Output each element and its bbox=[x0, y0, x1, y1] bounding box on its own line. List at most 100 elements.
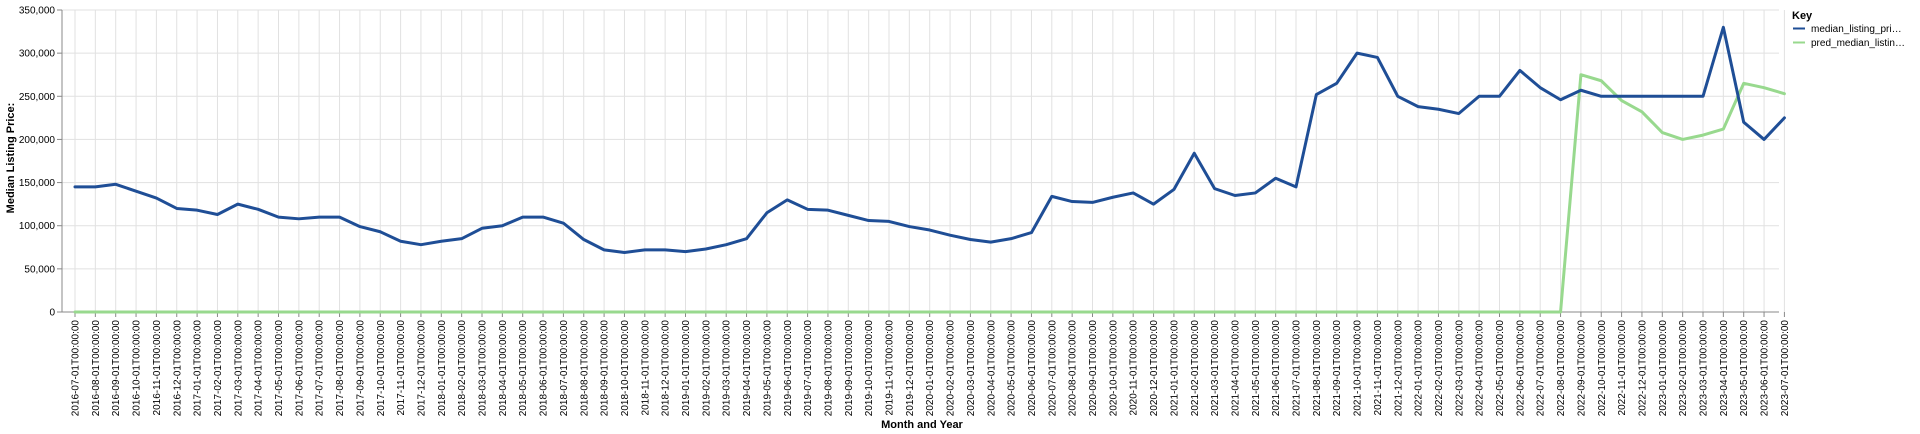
x-axis: 2016-07-01T00:00:00 2016-08-01T00:00:00 20… bbox=[62, 311, 1791, 417]
x-tick-label: 2022-10-01T00:00:00 bbox=[1597, 320, 1608, 417]
x-tick-label: 2017-06-01T00:00:00 bbox=[294, 320, 305, 417]
x-tick-label: 2021-09-01T00:00:00 bbox=[1332, 320, 1343, 417]
x-tick-label: 2017-07-01T00:00:00 bbox=[315, 320, 326, 417]
x-tick-label: 2020-12-01T00:00:00 bbox=[1149, 320, 1160, 417]
x-tick-label: 2022-05-01T00:00:00 bbox=[1495, 320, 1506, 417]
x-tick-label: 2020-04-01T00:00:00 bbox=[986, 320, 997, 417]
x-tick-label: 2023-05-01T00:00:00 bbox=[1739, 320, 1750, 417]
x-tick-label: 2019-10-01T00:00:00 bbox=[864, 320, 875, 417]
y-axis-title: Median Listing Price: bbox=[5, 103, 17, 214]
x-tick-label: 2018-09-01T00:00:00 bbox=[600, 320, 611, 417]
series-line-median-listing-price bbox=[73, 25, 1786, 254]
legend-label: pred_median_listin… bbox=[1811, 38, 1905, 49]
x-tick-label: 2019-04-01T00:00:00 bbox=[742, 320, 753, 417]
x-tick-label: 2018-06-01T00:00:00 bbox=[539, 320, 550, 417]
x-tick-label: 2022-04-01T00:00:00 bbox=[1475, 320, 1486, 417]
x-tick-label: 2016-08-01T00:00:00 bbox=[91, 320, 102, 417]
x-tick-label: 2018-12-01T00:00:00 bbox=[661, 320, 672, 417]
x-tick-label: 2022-09-01T00:00:00 bbox=[1576, 320, 1587, 417]
x-tick-label: 2016-12-01T00:00:00 bbox=[172, 320, 183, 417]
x-tick-label: 2018-08-01T00:00:00 bbox=[579, 320, 590, 417]
x-tick-label: 2020-10-01T00:00:00 bbox=[1108, 320, 1119, 417]
x-tick-label: 2023-03-01T00:00:00 bbox=[1699, 320, 1710, 417]
x-tick-label: 2016-10-01T00:00:00 bbox=[132, 320, 143, 417]
x-tick-label: 2021-12-01T00:00:00 bbox=[1393, 320, 1404, 417]
x-tick-label: 2017-04-01T00:00:00 bbox=[254, 320, 265, 417]
x-tick-label: 2019-01-01T00:00:00 bbox=[681, 320, 692, 417]
x-tick-label: 2023-01-01T00:00:00 bbox=[1658, 320, 1669, 417]
y-tick-label: 300,000 bbox=[19, 49, 56, 60]
x-tick-label: 2020-09-01T00:00:00 bbox=[1088, 320, 1099, 417]
x-tick-label: 2016-09-01T00:00:00 bbox=[111, 320, 122, 417]
x-tick-label: 2020-06-01T00:00:00 bbox=[1027, 320, 1038, 417]
x-tick-label: 2018-04-01T00:00:00 bbox=[498, 320, 509, 417]
x-tick-label: 2022-12-01T00:00:00 bbox=[1637, 320, 1648, 417]
x-tick-label: 2019-06-01T00:00:00 bbox=[783, 320, 794, 417]
x-tick-label: 2019-02-01T00:00:00 bbox=[701, 320, 712, 417]
legend-label: median_listing_pri… bbox=[1811, 24, 1902, 35]
y-tick-label: 250,000 bbox=[19, 92, 56, 103]
x-tick-label: 2018-11-01T00:00:00 bbox=[640, 320, 651, 416]
x-tick-label: 2021-02-01T00:00:00 bbox=[1190, 320, 1201, 417]
legend-title: Key bbox=[1792, 10, 1813, 22]
y-tick-label: 0 bbox=[49, 308, 55, 319]
x-tick-label: 2021-05-01T00:00:00 bbox=[1251, 320, 1262, 417]
x-tick-label: 2018-02-01T00:00:00 bbox=[457, 320, 468, 417]
x-tick-label: 2018-03-01T00:00:00 bbox=[478, 320, 489, 417]
x-tick-label: 2022-08-01T00:00:00 bbox=[1556, 320, 1567, 417]
x-tick-label: 2020-08-01T00:00:00 bbox=[1068, 320, 1079, 417]
series-line-pred-median-listing-price bbox=[73, 73, 1786, 314]
x-tick-label: 2020-03-01T00:00:00 bbox=[966, 320, 977, 417]
x-tick-label: 2021-06-01T00:00:00 bbox=[1271, 320, 1282, 417]
x-tick-label: 2021-04-01T00:00:00 bbox=[1230, 320, 1241, 417]
x-tick-label: 2016-11-01T00:00:00 bbox=[152, 320, 163, 416]
x-tick-label: 2020-05-01T00:00:00 bbox=[1007, 320, 1018, 417]
x-tick-label: 2019-07-01T00:00:00 bbox=[803, 320, 814, 417]
x-tick-label: 2022-06-01T00:00:00 bbox=[1515, 320, 1526, 417]
x-tick-label: 2021-07-01T00:00:00 bbox=[1292, 320, 1303, 417]
x-tick-label: 2020-07-01T00:00:00 bbox=[1047, 320, 1058, 417]
gridlines bbox=[62, 9, 1785, 313]
y-tick-label: 100,000 bbox=[19, 221, 56, 232]
y-tick-label: 350,000 bbox=[19, 6, 56, 17]
x-tick-label: 2017-01-01T00:00:00 bbox=[193, 320, 204, 417]
x-tick-label: 2017-10-01T00:00:00 bbox=[376, 320, 387, 417]
x-tick-label: 2021-08-01T00:00:00 bbox=[1312, 320, 1323, 417]
x-tick-label: 2020-11-01T00:00:00 bbox=[1129, 320, 1140, 416]
y-tick-label: 50,000 bbox=[24, 264, 55, 275]
x-tick-label: 2018-05-01T00:00:00 bbox=[518, 320, 529, 417]
x-tick-label: 2018-01-01T00:00:00 bbox=[437, 320, 448, 417]
legend: Key median_listing_pri… pred_median_listi… bbox=[1792, 10, 1905, 49]
x-tick-label: 2017-08-01T00:00:00 bbox=[335, 320, 346, 417]
x-tick-label: 2023-07-01T00:00:00 bbox=[1780, 320, 1791, 417]
y-tick-label: 200,000 bbox=[19, 135, 56, 146]
x-tick-label: 2017-12-01T00:00:00 bbox=[416, 320, 427, 417]
x-tick-label: 2020-01-01T00:00:00 bbox=[925, 320, 936, 417]
x-tick-label: 2022-03-01T00:00:00 bbox=[1454, 320, 1465, 417]
x-tick-label: 2019-11-01T00:00:00 bbox=[885, 320, 896, 416]
x-tick-label: 2023-02-01T00:00:00 bbox=[1678, 320, 1689, 417]
x-tick-label: 2017-09-01T00:00:00 bbox=[355, 320, 366, 417]
x-tick-label: 2022-11-01T00:00:00 bbox=[1617, 320, 1628, 416]
x-tick-label: 2019-12-01T00:00:00 bbox=[905, 320, 916, 417]
x-tick-label: 2018-10-01T00:00:00 bbox=[620, 320, 631, 417]
x-tick-label: 2021-11-01T00:00:00 bbox=[1373, 320, 1384, 416]
x-tick-label: 2017-11-01T00:00:00 bbox=[396, 320, 407, 416]
x-axis-title: Month and Year bbox=[881, 419, 963, 431]
x-tick-label: 2017-03-01T00:00:00 bbox=[233, 320, 244, 417]
x-tick-label: 2019-05-01T00:00:00 bbox=[762, 320, 773, 417]
x-tick-label: 2021-03-01T00:00:00 bbox=[1210, 320, 1221, 417]
series-lines bbox=[73, 25, 1786, 314]
x-tick-label: 2023-04-01T00:00:00 bbox=[1719, 320, 1730, 417]
y-axis: 0 50,000 100,000 150,000 200,000 250,000 300,0… bbox=[19, 6, 63, 319]
x-tick-label: 2018-07-01T00:00:00 bbox=[559, 320, 570, 417]
x-tick-label: 2022-02-01T00:00:00 bbox=[1434, 320, 1445, 417]
x-tick-label: 2019-08-01T00:00:00 bbox=[823, 320, 834, 417]
x-tick-label: 2016-07-01T00:00:00 bbox=[71, 320, 82, 417]
x-tick-label: 2022-07-01T00:00:00 bbox=[1536, 320, 1547, 417]
x-tick-label: 2021-01-01T00:00:00 bbox=[1169, 320, 1180, 417]
x-tick-label: 2022-01-01T00:00:00 bbox=[1414, 320, 1425, 417]
x-tick-label: 2019-09-01T00:00:00 bbox=[844, 320, 855, 417]
x-tick-label: 2020-02-01T00:00:00 bbox=[946, 320, 957, 417]
